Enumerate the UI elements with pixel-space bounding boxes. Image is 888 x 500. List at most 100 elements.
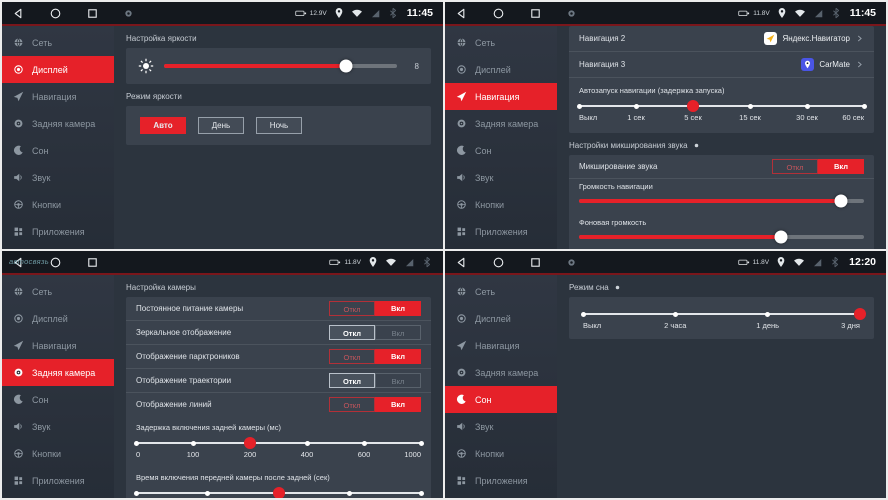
sidebar-item-sound[interactable]: Звук [445, 413, 557, 440]
toggle-off-option[interactable]: Откл [329, 301, 375, 316]
slider-dot [580, 311, 586, 317]
sidebar-item-label: Дисплей [475, 313, 511, 324]
back-button[interactable] [12, 7, 25, 20]
slider-dot [765, 311, 771, 317]
mode-auto-button[interactable]: Авто [140, 117, 186, 134]
toggle-off-option[interactable]: Откл [772, 159, 818, 174]
sidebar-item-sleep[interactable]: Сон [2, 386, 114, 413]
sidebar: Сеть Дисплей Навигация Задняя камера Сон… [445, 275, 557, 498]
sidebar-item-buttons[interactable]: Кнопки [445, 440, 557, 467]
sidebar-item-rear-camera[interactable]: Задняя камера [445, 110, 557, 137]
lines-toggle[interactable]: Откл Вкл [329, 397, 421, 412]
home-button[interactable] [49, 256, 62, 269]
camera-delay-slider[interactable]: 0 100 200 400 600 1000 [133, 436, 424, 466]
sidebar-item-display[interactable]: Дисплей [445, 305, 557, 332]
speaker-icon [13, 421, 24, 432]
camera-power-toggle[interactable]: Откл Вкл [329, 301, 421, 316]
speaker-icon [13, 172, 24, 183]
status-bar: автосвязь 11.8V [2, 251, 443, 273]
back-button[interactable] [455, 7, 468, 20]
home-button[interactable] [492, 256, 505, 269]
back-button[interactable] [455, 256, 468, 269]
battery-icon [329, 256, 341, 268]
sidebar-item-sound[interactable]: Звук [2, 164, 114, 191]
navigation-icon [13, 91, 24, 102]
rear-camera-settings-screen: автосвязь 11.8V Сеть Дисплей Навигация З… [2, 251, 443, 498]
accent-divider [445, 273, 886, 275]
sidebar-item-rear-camera[interactable]: Задняя камера [2, 359, 114, 386]
toggle-off-option[interactable]: Откл [329, 397, 375, 412]
sidebar-item-network[interactable]: Сеть [2, 278, 114, 305]
sidebar-item-network[interactable]: Сеть [445, 278, 557, 305]
sidebar-item-sleep[interactable]: Сон [2, 137, 114, 164]
sidebar-item-apps[interactable]: Приложения [445, 218, 557, 245]
sound-mixing-toggle[interactable]: Откл Вкл [772, 159, 864, 174]
camera-icon [456, 118, 467, 129]
toggle-on-option[interactable]: Вкл [375, 325, 421, 340]
toggle-on-option[interactable]: Вкл [375, 373, 421, 388]
sidebar-item-buttons[interactable]: Кнопки [2, 191, 114, 218]
home-button[interactable] [49, 7, 62, 20]
recents-button[interactable] [86, 256, 99, 269]
sidebar-item-network[interactable]: Сеть [2, 29, 114, 56]
toggle-on-option[interactable]: Вкл [375, 301, 421, 316]
recents-button[interactable] [529, 7, 542, 20]
sleep-mode-slider[interactable]: Выкл 2 часа 1 день 3 дня [580, 307, 866, 337]
toggle-off-option[interactable]: Откл [329, 325, 375, 340]
sidebar-item-label: Задняя камера [475, 118, 539, 129]
app-indicator-icon [123, 8, 134, 19]
status-bar: 11.8V 11:45 [445, 2, 886, 24]
slider-thumb[interactable] [774, 230, 788, 244]
slider-dot [204, 490, 210, 496]
sidebar-item-display[interactable]: Дисплей [2, 305, 114, 332]
toggle-on-option[interactable]: Вкл [818, 159, 864, 174]
camera-content: Настройка камеры Постоянное питание каме… [114, 275, 443, 498]
nav-volume-slider[interactable] [579, 194, 864, 208]
sidebar-item-navigation[interactable]: Навигация [445, 83, 557, 110]
nav-autostart-slider[interactable]: Выкл 1 сек 5 сек 15 сек 30 сек 60 сек [576, 99, 867, 129]
slider-thumb[interactable] [339, 59, 353, 73]
slider-stop-label: Выкл [583, 321, 602, 330]
sidebar-item-navigation[interactable]: Навигация [2, 332, 114, 359]
sidebar-item-sound[interactable]: Звук [2, 413, 114, 440]
recents-button[interactable] [86, 7, 99, 20]
recents-button[interactable] [529, 256, 542, 269]
toggle-on-option[interactable]: Вкл [375, 397, 421, 412]
sidebar-item-rear-camera[interactable]: Задняя камера [2, 110, 114, 137]
sidebar-item-apps[interactable]: Приложения [2, 218, 114, 245]
sidebar-item-network[interactable]: Сеть [445, 29, 557, 56]
sidebar-item-buttons[interactable]: Кнопки [2, 440, 114, 467]
toggle-off-option[interactable]: Откл [329, 349, 375, 364]
slider-dot [272, 487, 285, 498]
navigation-3-row[interactable]: Навигация 3 CarMate [569, 52, 874, 78]
sidebar-item-apps[interactable]: Приложения [445, 467, 557, 494]
brightness-section-header: Настройка яркости [126, 34, 197, 43]
sidebar-item-navigation[interactable]: Навигация [2, 83, 114, 110]
mode-night-button[interactable]: Ночь [256, 117, 302, 134]
front-camera-time-slider[interactable]: Выкл 10 15 20 60 [133, 486, 424, 498]
toggle-off-option[interactable]: Откл [329, 373, 375, 388]
navigation-2-row[interactable]: Навигация 2 Яндекс.Навигатор [569, 26, 874, 52]
sidebar: Сеть Дисплей Навигация Задняя камера Сон… [2, 275, 114, 498]
toggle-on-option[interactable]: Вкл [375, 349, 421, 364]
sidebar-item-apps[interactable]: Приложения [2, 467, 114, 494]
sidebar-item-display[interactable]: Дисплей [445, 56, 557, 83]
sidebar-item-sleep[interactable]: Сон [445, 137, 557, 164]
slider-thumb[interactable] [834, 194, 848, 208]
brightness-slider[interactable] [164, 59, 397, 73]
sidebar-item-sleep[interactable]: Сон [445, 386, 557, 413]
bluetooth-icon [421, 256, 433, 268]
sidebar-item-label: Звук [32, 421, 51, 432]
parktronics-toggle[interactable]: Откл Вкл [329, 349, 421, 364]
mode-day-button[interactable]: День [198, 117, 244, 134]
wifi-icon [351, 7, 363, 19]
bg-volume-slider[interactable] [579, 230, 864, 244]
trajectory-toggle[interactable]: Откл Вкл [329, 373, 421, 388]
sidebar-item-navigation[interactable]: Навигация [445, 332, 557, 359]
sidebar-item-buttons[interactable]: Кнопки [445, 191, 557, 218]
sidebar-item-sound[interactable]: Звук [445, 164, 557, 191]
sidebar-item-rear-camera[interactable]: Задняя камера [445, 359, 557, 386]
sidebar-item-display[interactable]: Дисплей [2, 56, 114, 83]
mirror-view-toggle[interactable]: Откл Вкл [329, 325, 421, 340]
home-button[interactable] [492, 7, 505, 20]
